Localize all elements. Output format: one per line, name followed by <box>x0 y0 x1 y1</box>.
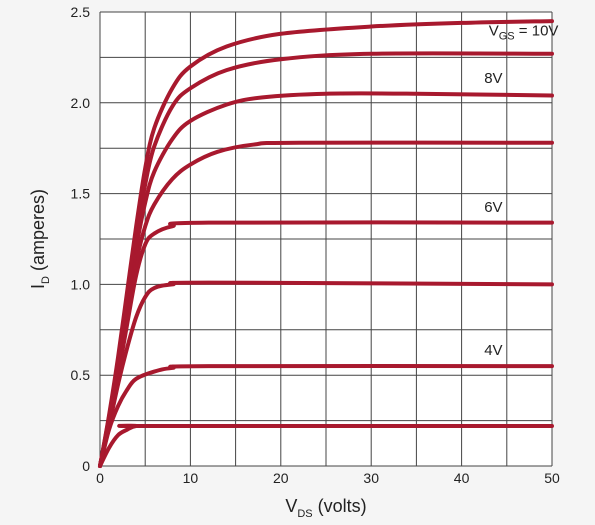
x-tick-label: 30 <box>363 470 379 486</box>
annotations: VGS = 10V 8V 6V 4V <box>484 23 558 360</box>
vgs-annotation: VGS = 10V <box>489 23 559 43</box>
x-tick-labels: 0 10 20 30 40 50 <box>96 470 560 486</box>
y-tick-label: 2.5 <box>71 4 91 20</box>
y-tick-label: 1.0 <box>71 276 91 292</box>
y-axis-label: ID (amperes) <box>28 189 52 289</box>
x-axis-label: VDS (volts) <box>285 496 366 520</box>
y-tick-label: 1.5 <box>71 186 91 202</box>
y-tick-label: 0.5 <box>71 367 91 383</box>
y-tick-label: 2.0 <box>71 95 91 111</box>
y-tick-label: 0 <box>82 458 90 474</box>
x-tick-label: 20 <box>273 470 289 486</box>
x-tick-label: 40 <box>454 470 470 486</box>
series-line-1 <box>98 423 554 468</box>
vgs-annotation: 4V <box>484 342 502 359</box>
series-line-2 <box>98 363 554 468</box>
y-tick-labels: 0 0.5 1.0 1.5 2.0 2.5 <box>71 4 91 474</box>
vgs-annotation: 8V <box>484 70 502 87</box>
x-tick-label: 0 <box>96 470 104 486</box>
series-line-8 <box>98 19 554 468</box>
curves <box>98 19 554 468</box>
vgs-annotation: 6V <box>484 199 502 216</box>
x-tick-label: 10 <box>183 470 199 486</box>
x-tick-label: 50 <box>544 470 560 486</box>
